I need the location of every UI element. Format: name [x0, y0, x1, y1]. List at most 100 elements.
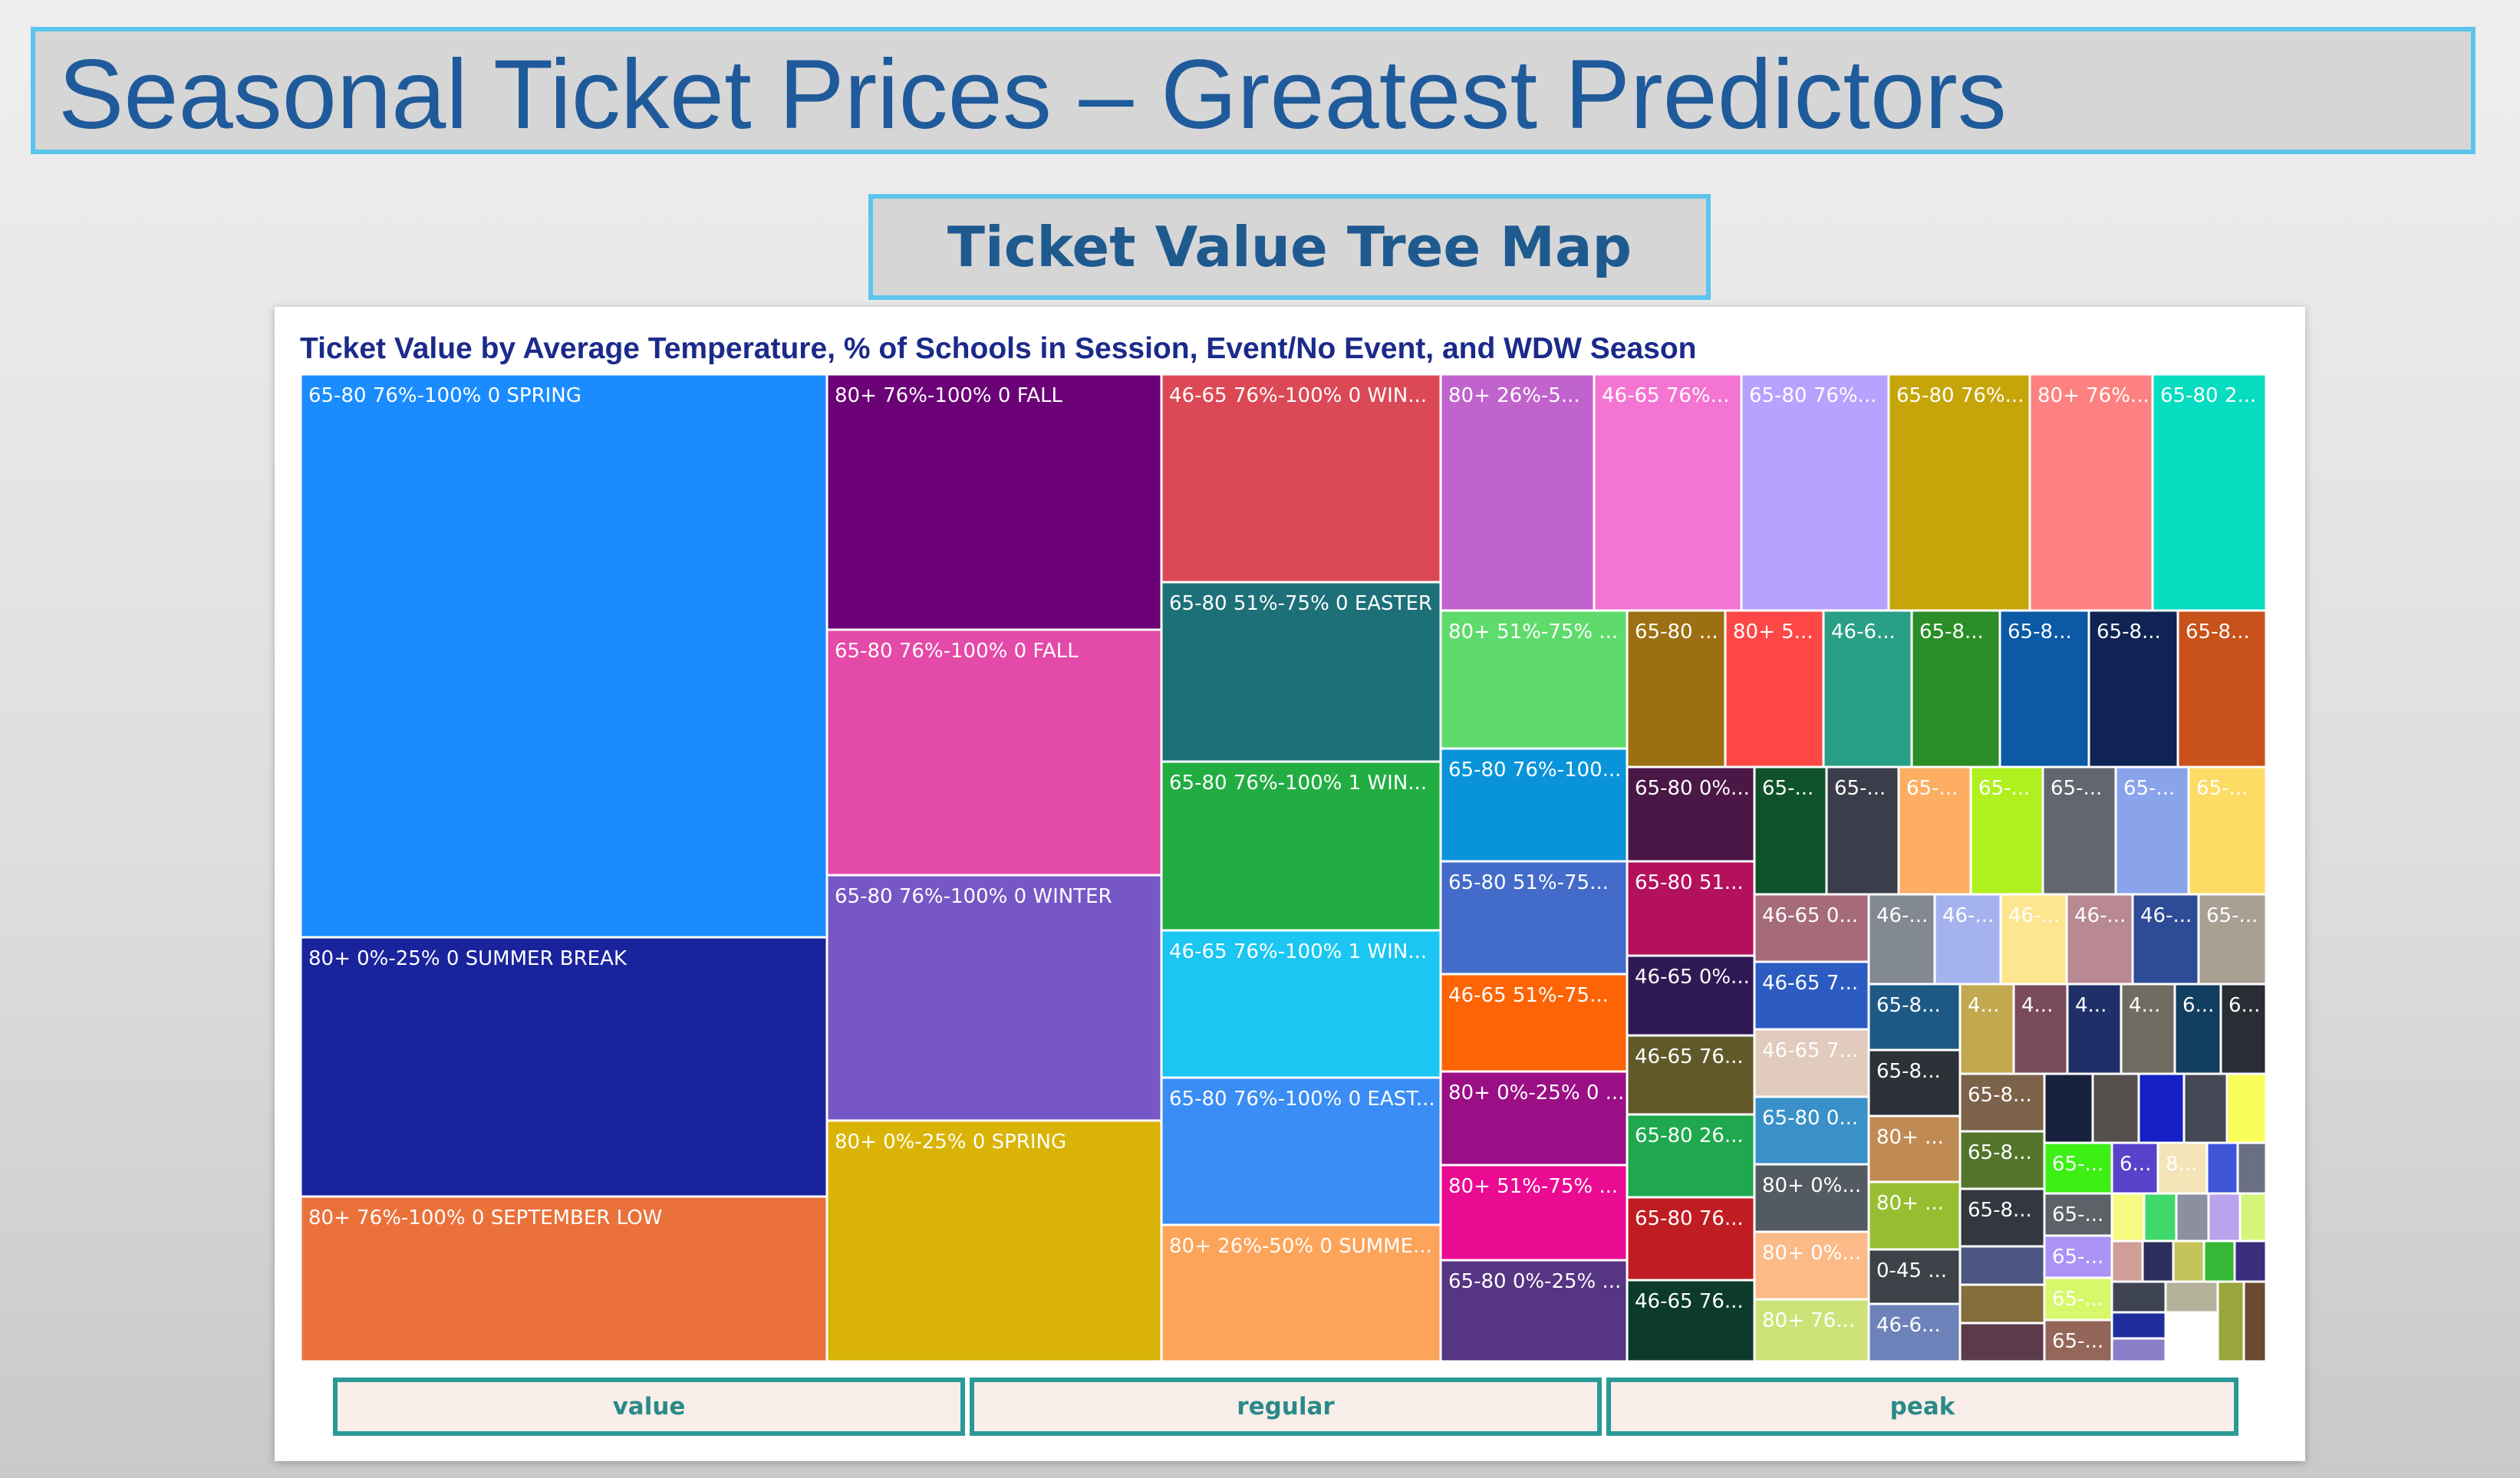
treemap-tile-rect[interactable] [2043, 1192, 2113, 1237]
treemap-tile-rect[interactable] [1439, 609, 1629, 750]
treemap-tile[interactable]: 65-80 ... [1626, 609, 1727, 769]
treemap-tile-rect[interactable] [1867, 983, 1962, 1052]
treemap-tile-rect[interactable] [1867, 1248, 1962, 1305]
treemap-tile[interactable]: 80+ 0%-25% 0 SPRING [825, 1119, 1163, 1361]
treemap-tile-rect[interactable] [1160, 760, 1442, 932]
treemap-tile[interactable]: 4... [2120, 983, 2176, 1075]
treemap-tile[interactable]: 46-6... [1867, 1302, 1962, 1361]
treemap-tile[interactable]: 65-80 51%-75... [1439, 860, 1629, 976]
treemap-tile-rect[interactable] [1593, 374, 1743, 612]
treemap-tile-rect[interactable] [1998, 609, 2090, 769]
treemap-tile-rect[interactable] [2187, 765, 2266, 896]
treemap-tile[interactable]: 46-... [2131, 893, 2200, 986]
treemap-tile[interactable]: 46-... [1999, 893, 2068, 986]
treemap-tile[interactable] [2137, 1072, 2186, 1144]
treemap-tile[interactable]: 65-80 2... [2151, 374, 2266, 612]
treemap-tile-rect[interactable] [2131, 893, 2200, 986]
treemap-tile-rect[interactable] [1626, 1034, 1756, 1116]
treemap-tile-rect[interactable] [2207, 1192, 2242, 1243]
treemap-tile[interactable]: 46-65 76%... [1593, 374, 1743, 612]
treemap-tile-rect[interactable] [1897, 765, 1972, 896]
treemap-tile-rect[interactable] [2028, 374, 2154, 612]
treemap-tile-rect[interactable] [2216, 1280, 2245, 1361]
treemap-tile-rect[interactable] [1887, 374, 2031, 612]
treemap-tile-rect[interactable] [2110, 1337, 2167, 1361]
treemap-tile[interactable]: 6... [2173, 983, 2222, 1075]
treemap-tile-rect[interactable] [825, 374, 1163, 631]
treemap-tile[interactable]: 65-80 51... [1626, 860, 1756, 957]
treemap-tile-rect[interactable] [1724, 609, 1825, 769]
treemap-tile-rect[interactable] [2242, 1280, 2266, 1361]
treemap-tile[interactable]: 65-... [2043, 1318, 2113, 1361]
treemap-tile[interactable]: 46-65 51%-75... [1439, 973, 1629, 1073]
treemap-tile[interactable] [2172, 1239, 2205, 1283]
treemap-tile[interactable]: 65-8... [1958, 1187, 2046, 1248]
treemap-tile[interactable] [1958, 1245, 2046, 1286]
treemap-tile-rect[interactable] [1626, 1113, 1756, 1199]
treemap-tile[interactable]: 80+ ... [1867, 1180, 1962, 1251]
treemap-tile[interactable]: 6... [2110, 1141, 2159, 1195]
treemap-tile-rect[interactable] [2151, 374, 2266, 612]
treemap-tile[interactable]: 65-8... [1998, 609, 2090, 769]
treemap-tile[interactable]: 65-... [2041, 765, 2117, 896]
treemap-tile[interactable] [2141, 1239, 2175, 1283]
treemap-tile[interactable]: 65-80 76%-100% 0 SPRING [301, 374, 828, 939]
treemap-tile[interactable] [2110, 1280, 2167, 1314]
treemap-tile-rect[interactable] [1867, 1302, 1962, 1361]
treemap-tile-rect[interactable] [2110, 1239, 2144, 1283]
treemap-tile[interactable] [1958, 1283, 2046, 1325]
treemap-tile-rect[interactable] [1626, 609, 1727, 769]
treemap-tile-rect[interactable] [2225, 1072, 2266, 1144]
treemap-tile[interactable] [2110, 1311, 2167, 1340]
treemap-tile-rect[interactable] [2012, 983, 2069, 1075]
treemap-tile[interactable]: 65-80 76%... [1887, 374, 2031, 612]
treemap-tile[interactable]: 46-65 76... [1626, 1279, 1756, 1361]
treemap-tile[interactable]: 65-8... [1910, 609, 2001, 769]
treemap-tile[interactable] [2110, 1337, 2167, 1361]
treemap-tile-rect[interactable] [1958, 1245, 2046, 1286]
treemap-tile[interactable]: 65-80 0%-25% ... [1439, 1259, 1629, 1361]
treemap-tile-rect[interactable] [825, 1119, 1163, 1361]
treemap-tile[interactable]: 65-... [2114, 765, 2190, 896]
treemap-tile-rect[interactable] [301, 374, 828, 939]
treemap-tile[interactable]: 4... [2066, 983, 2123, 1075]
treemap-tile[interactable]: 6... [2219, 983, 2266, 1075]
treemap-tile-rect[interactable] [1753, 1095, 1870, 1166]
treemap-tile[interactable]: 80+ 0%-25% 0 SUMMER BREAK [301, 936, 828, 1198]
treemap-tile-rect[interactable] [1753, 1298, 1870, 1361]
treemap-tile-rect[interactable] [2156, 1141, 2209, 1195]
treemap-tile-rect[interactable] [2110, 1192, 2146, 1243]
treemap-tile-rect[interactable] [2172, 1239, 2205, 1283]
treemap-tile[interactable]: 65-8... [2176, 609, 2266, 769]
treemap-tile[interactable]: 80+ 76%... [2028, 374, 2154, 612]
treemap-tile[interactable]: 46-... [2065, 893, 2134, 986]
treemap-tile[interactable]: 80+ 0%... [1753, 1163, 1870, 1233]
treemap-tile[interactable]: 80+ 51%-75% ... [1439, 609, 1629, 750]
treemap-tile-rect[interactable] [1439, 860, 1629, 976]
treemap-tile-rect[interactable] [1626, 765, 1756, 863]
treemap-tile[interactable] [2143, 1192, 2178, 1243]
treemap-tile[interactable]: 65-... [2043, 1234, 2113, 1279]
treemap-tile-rect[interactable] [1160, 1076, 1442, 1226]
treemap-tile[interactable] [2205, 1141, 2239, 1195]
treemap-tile-rect[interactable] [2175, 1192, 2210, 1243]
treemap-tile[interactable] [2207, 1192, 2242, 1243]
treemap-tile[interactable]: 65-8... [2087, 609, 2179, 769]
treemap-tile[interactable]: 65-... [2043, 1192, 2113, 1237]
treemap-tile[interactable]: 65-80 76%-100% 1 WIN... [1160, 760, 1442, 932]
treemap-tile-rect[interactable] [2110, 1280, 2167, 1314]
treemap-tile-rect[interactable] [2091, 1072, 2140, 1144]
treemap-tile[interactable]: 65-80 76%-100% 0 EAST... [1160, 1076, 1442, 1226]
treemap-tile[interactable] [2182, 1072, 2228, 1144]
treemap-tile[interactable]: 65-... [1969, 765, 2044, 896]
treemap-tile[interactable]: 65-80 76%-100% 0 FALL [825, 628, 1163, 877]
treemap-tile-rect[interactable] [1626, 860, 1756, 957]
treemap-tile-rect[interactable] [2182, 1072, 2228, 1144]
treemap-tile[interactable]: 65-80 0%... [1626, 765, 1756, 863]
treemap-tile[interactable]: 65-... [1825, 765, 1900, 896]
treemap-tile-rect[interactable] [2043, 1141, 2113, 1195]
treemap-tile-rect[interactable] [1958, 1072, 2046, 1133]
treemap-tile[interactable]: 65-8... [1867, 1048, 1962, 1118]
treemap-tile-rect[interactable] [301, 936, 828, 1198]
treemap-tile-rect[interactable] [1867, 1180, 1962, 1251]
